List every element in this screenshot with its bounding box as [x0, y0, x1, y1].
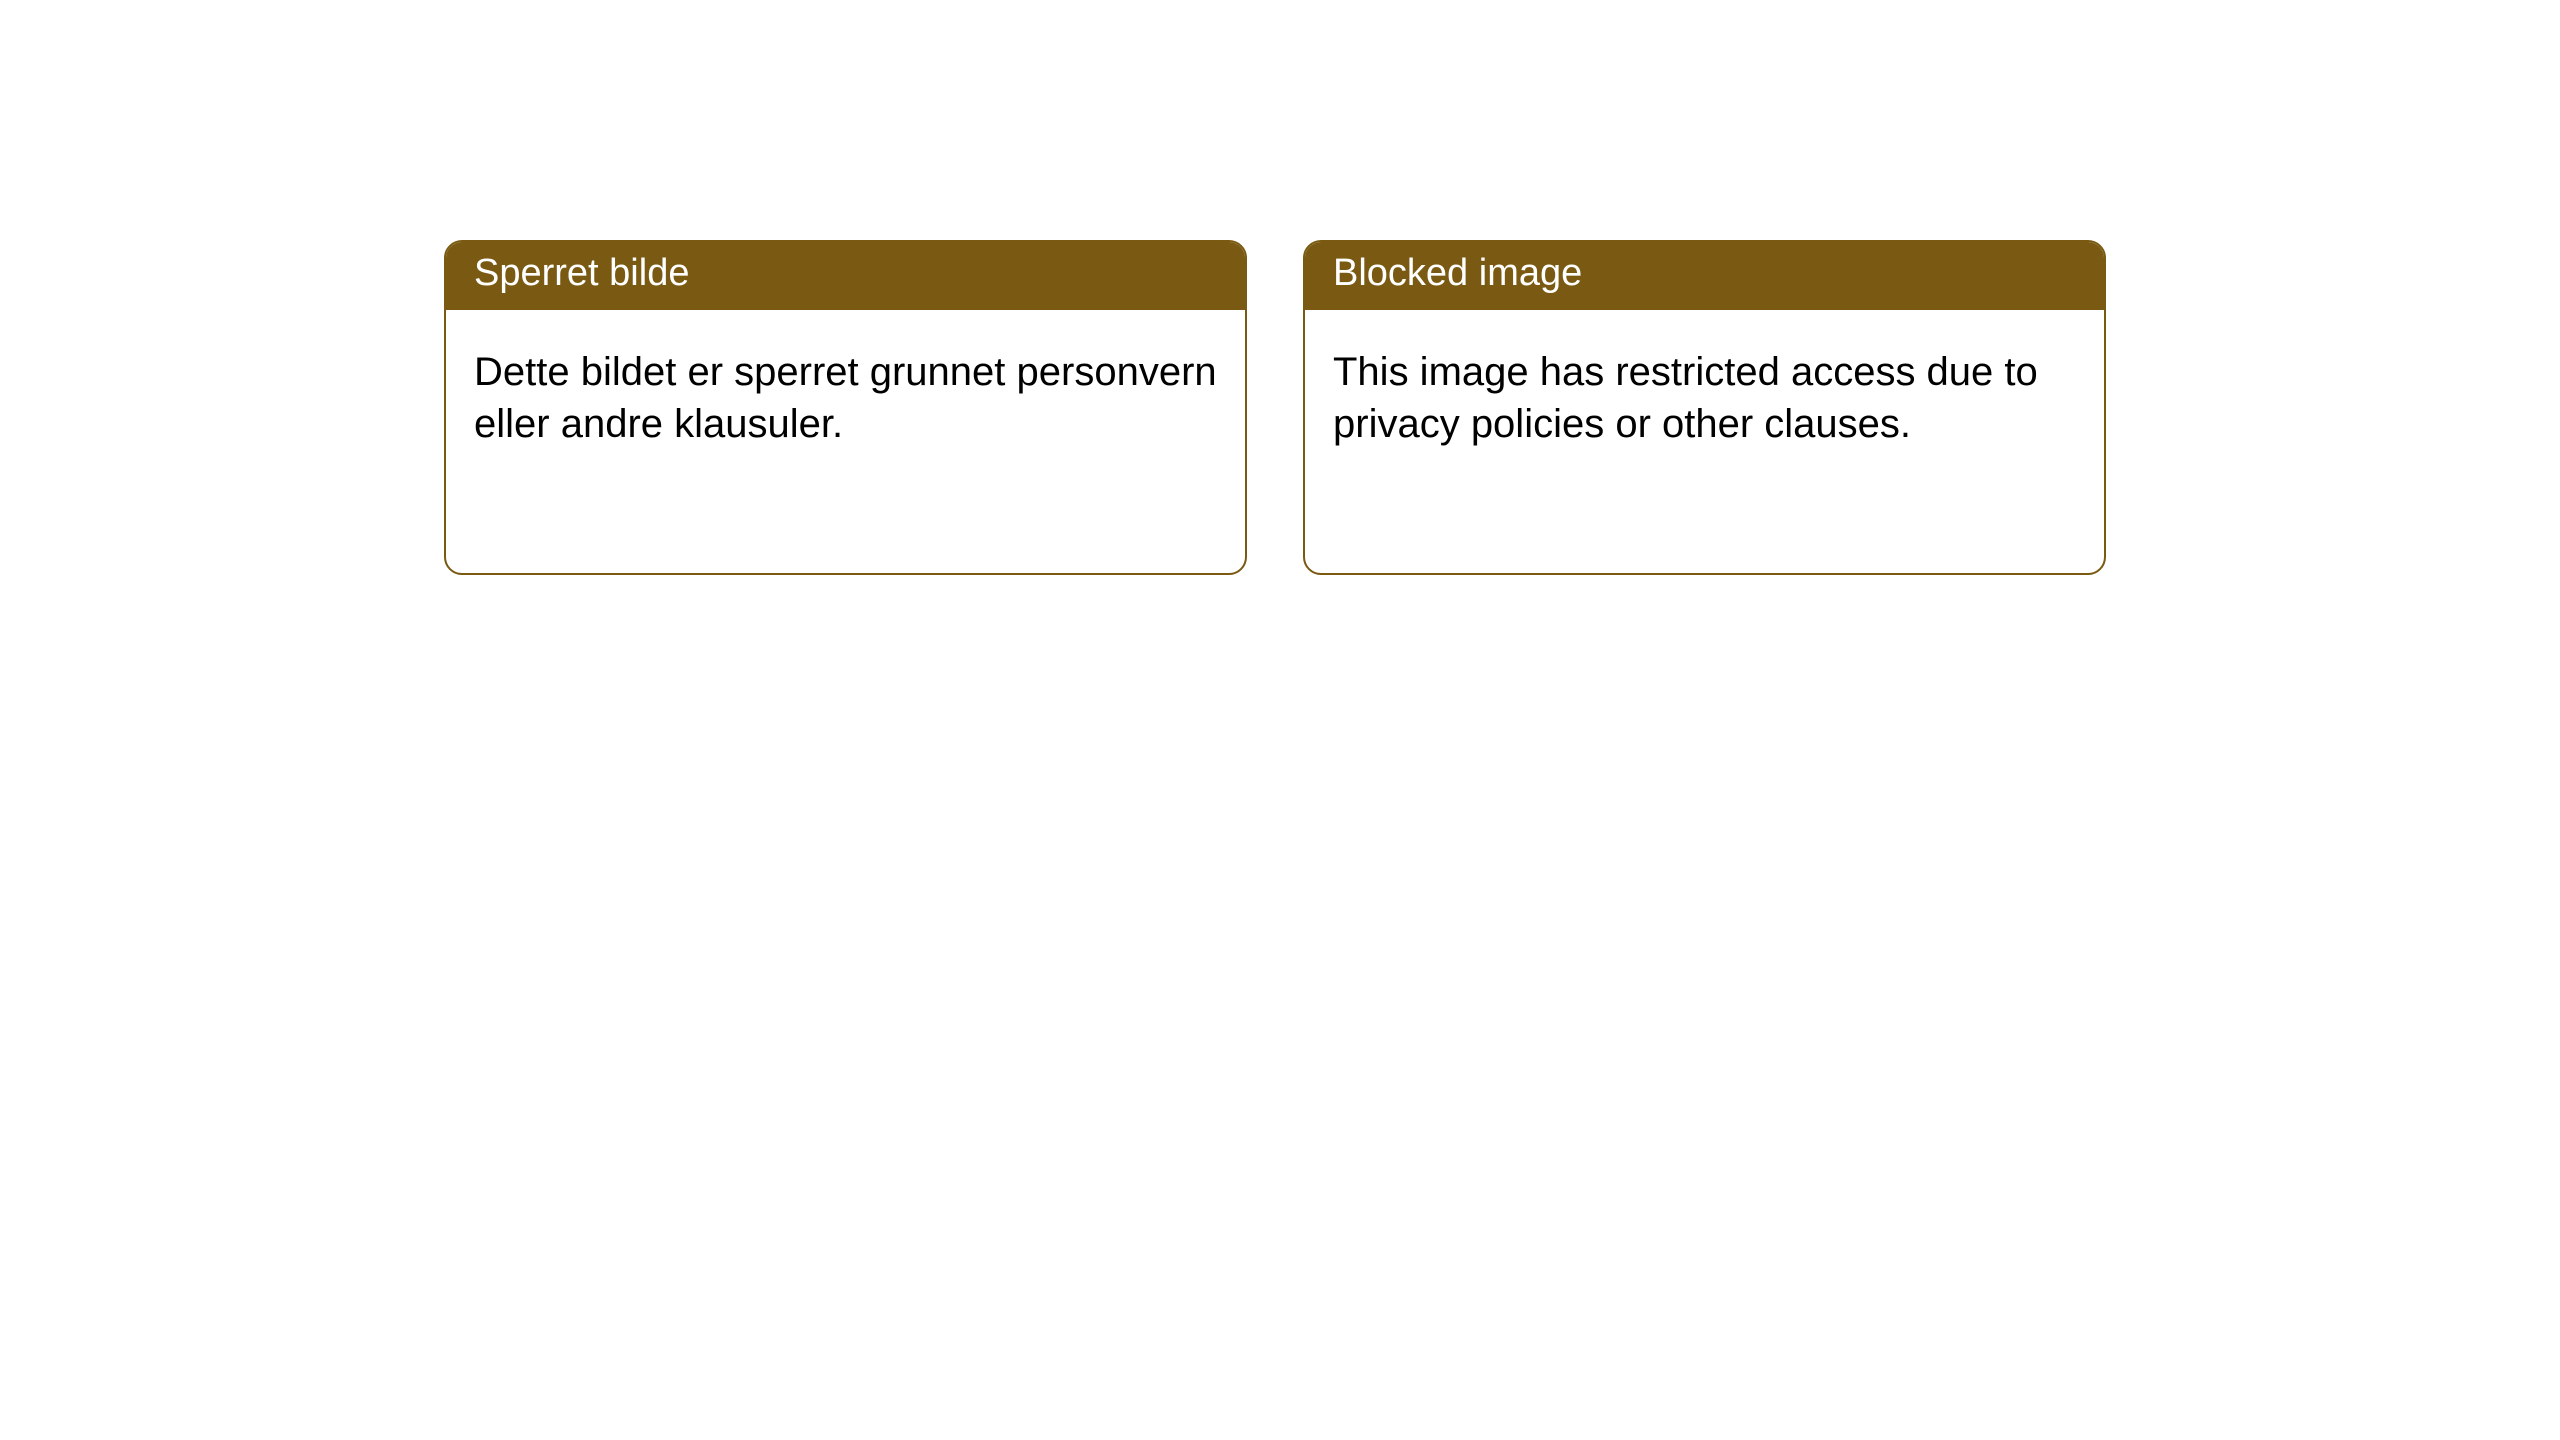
notice-title: Sperret bilde	[474, 252, 689, 294]
notice-card-english: Blocked image This image has restricted …	[1303, 240, 2106, 575]
notice-body-norwegian: Dette bildet er sperret grunnet personve…	[446, 310, 1245, 486]
notice-container: Sperret bilde Dette bildet er sperret gr…	[0, 0, 2560, 575]
notice-text: This image has restricted access due to …	[1333, 350, 2038, 446]
notice-header-norwegian: Sperret bilde	[446, 242, 1245, 310]
notice-title: Blocked image	[1333, 252, 1582, 294]
notice-card-norwegian: Sperret bilde Dette bildet er sperret gr…	[444, 240, 1247, 575]
notice-text: Dette bildet er sperret grunnet personve…	[474, 350, 1217, 446]
notice-header-english: Blocked image	[1305, 242, 2104, 310]
notice-body-english: This image has restricted access due to …	[1305, 310, 2104, 486]
